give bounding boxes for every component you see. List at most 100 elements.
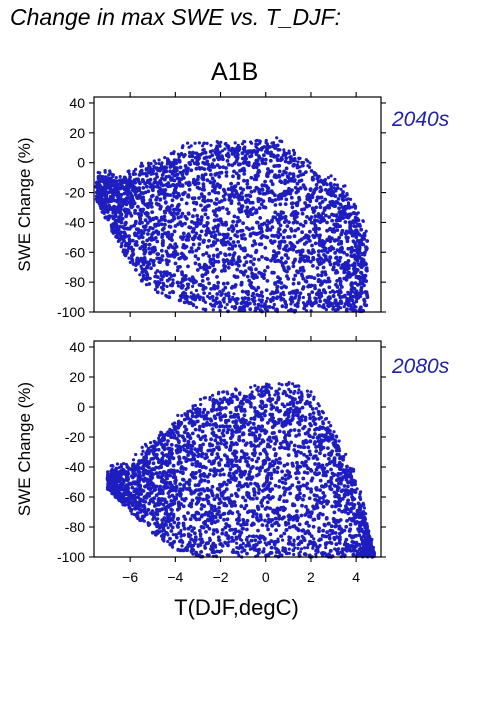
data-point bbox=[313, 296, 317, 300]
data-point bbox=[155, 256, 160, 261]
data-point bbox=[149, 201, 154, 206]
data-point bbox=[269, 153, 273, 158]
data-point bbox=[206, 215, 210, 220]
data-point bbox=[256, 168, 261, 173]
data-point bbox=[160, 258, 164, 262]
data-point bbox=[269, 169, 274, 174]
data-point bbox=[146, 507, 151, 512]
data-point bbox=[223, 406, 228, 410]
data-point bbox=[212, 467, 217, 471]
data-point bbox=[145, 180, 150, 185]
data-point bbox=[318, 283, 323, 287]
data-point bbox=[178, 298, 183, 303]
data-point bbox=[338, 202, 343, 207]
data-point bbox=[245, 441, 249, 446]
data-point bbox=[311, 176, 315, 181]
data-point bbox=[277, 163, 282, 168]
data-point bbox=[238, 168, 242, 173]
data-point bbox=[242, 407, 247, 412]
data-point bbox=[175, 252, 180, 256]
data-point bbox=[238, 269, 243, 274]
data-point bbox=[230, 284, 235, 289]
data-point bbox=[275, 136, 279, 140]
data-point bbox=[162, 196, 167, 200]
data-point bbox=[311, 255, 316, 260]
data-point bbox=[110, 206, 114, 211]
data-point bbox=[240, 156, 245, 161]
data-point bbox=[244, 200, 248, 205]
data-point bbox=[129, 254, 134, 258]
data-point bbox=[209, 287, 214, 291]
data-point bbox=[321, 504, 326, 509]
data-point bbox=[269, 292, 273, 296]
data-point bbox=[161, 453, 166, 458]
data-point bbox=[307, 250, 312, 255]
data-point bbox=[358, 277, 362, 281]
data-point bbox=[282, 229, 286, 234]
data-point bbox=[109, 199, 114, 203]
scenario-label: A1B bbox=[211, 58, 259, 86]
data-point bbox=[313, 173, 317, 177]
data-point bbox=[353, 490, 358, 494]
data-point bbox=[221, 258, 226, 262]
data-point bbox=[257, 187, 261, 192]
data-point bbox=[240, 296, 244, 300]
data-point bbox=[224, 487, 229, 492]
data-point bbox=[270, 199, 275, 204]
data-point bbox=[193, 261, 198, 266]
data-point bbox=[116, 232, 120, 236]
data-point bbox=[160, 235, 165, 240]
data-point bbox=[240, 289, 245, 294]
data-point bbox=[181, 175, 185, 180]
data-point bbox=[224, 293, 228, 297]
data-point bbox=[224, 166, 229, 170]
data-point bbox=[311, 264, 315, 268]
data-point bbox=[325, 469, 330, 474]
data-point bbox=[260, 187, 265, 192]
data-point bbox=[283, 419, 287, 424]
data-point bbox=[98, 174, 102, 178]
data-point bbox=[244, 260, 249, 265]
data-point bbox=[219, 140, 223, 144]
data-point bbox=[197, 295, 201, 299]
data-point bbox=[99, 177, 104, 181]
data-point bbox=[353, 281, 358, 285]
data-point bbox=[120, 241, 124, 245]
data-point bbox=[355, 268, 360, 272]
data-point bbox=[157, 162, 161, 166]
data-point bbox=[184, 201, 189, 206]
data-point bbox=[198, 221, 202, 226]
data-point bbox=[222, 197, 227, 202]
data-point bbox=[310, 290, 315, 294]
data-point bbox=[157, 158, 161, 162]
data-point bbox=[297, 197, 302, 202]
data-point bbox=[199, 192, 204, 197]
data-point bbox=[339, 239, 344, 244]
data-point bbox=[127, 200, 132, 205]
y-tick-label: -40 bbox=[65, 214, 85, 230]
data-point bbox=[176, 265, 181, 269]
data-point bbox=[129, 205, 134, 210]
data-point bbox=[176, 158, 180, 162]
data-point bbox=[328, 239, 333, 244]
data-point bbox=[211, 253, 216, 258]
data-point bbox=[340, 193, 344, 197]
data-point bbox=[253, 162, 258, 166]
data-point bbox=[142, 257, 147, 261]
data-point bbox=[159, 248, 164, 253]
data-point bbox=[240, 306, 244, 310]
data-point bbox=[311, 418, 316, 423]
data-point bbox=[331, 189, 336, 194]
data-point bbox=[265, 523, 269, 528]
data-point bbox=[245, 185, 250, 190]
data-point bbox=[263, 179, 267, 184]
data-point bbox=[320, 270, 325, 275]
data-point bbox=[178, 482, 183, 487]
data-point bbox=[269, 179, 274, 184]
data-point bbox=[340, 228, 345, 233]
data-point bbox=[143, 218, 148, 223]
data-point bbox=[202, 196, 207, 201]
data-point bbox=[234, 223, 239, 228]
data-point bbox=[248, 440, 253, 445]
data-point bbox=[282, 297, 286, 301]
